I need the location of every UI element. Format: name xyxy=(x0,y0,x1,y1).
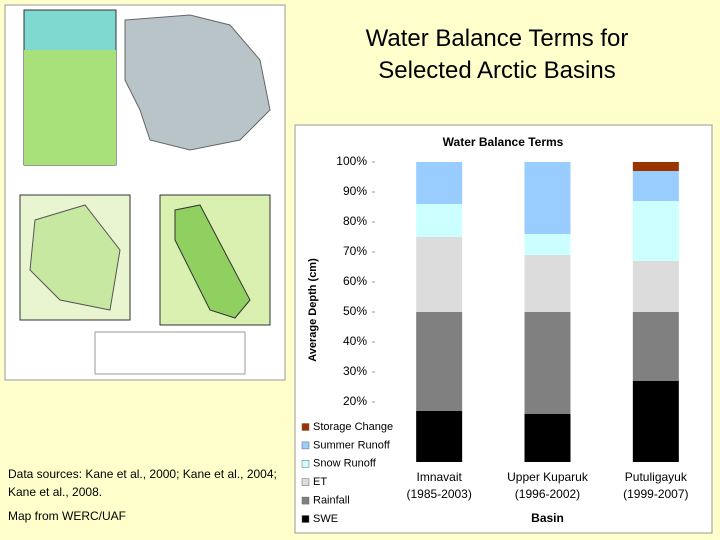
text-line: Water Balance Terms for xyxy=(366,25,629,52)
credit: Map from WERC/UAF xyxy=(8,509,126,523)
legend-swatch xyxy=(301,441,310,450)
map-watershed xyxy=(29,204,121,311)
bar-segment xyxy=(524,255,571,312)
x-tick-label: Putuligayuk xyxy=(625,470,688,484)
map-legend xyxy=(94,331,246,375)
legend-label: Storage Change xyxy=(313,421,393,433)
y-tick-label: 60% xyxy=(343,274,367,288)
x-axis-label: Basin xyxy=(531,511,564,525)
bar-segment xyxy=(632,171,679,201)
legend-label: ET xyxy=(313,476,327,488)
legend-label: Snow Runoff xyxy=(313,458,377,470)
map-alaska xyxy=(124,14,271,151)
bar-segment xyxy=(416,312,463,411)
bar-segment xyxy=(632,381,679,462)
legend-swatch xyxy=(301,496,310,505)
y-axis-label: Average Depth (cm) xyxy=(307,258,319,362)
bar-segment xyxy=(524,414,571,462)
legend-box xyxy=(297,416,389,531)
y-tick-label: 80% xyxy=(343,214,367,228)
x-period-label: (1985-2003) xyxy=(406,487,471,501)
bar-segment xyxy=(632,162,679,171)
text-line: Data sources: Kane et al., 2000; Kane et… xyxy=(8,467,277,481)
map-watershed xyxy=(174,204,251,319)
legend-swatch xyxy=(301,423,310,431)
bar-segment xyxy=(632,261,679,312)
legend-swatch xyxy=(301,460,310,468)
sources: Data sources: Kane et al., 2000; Kane et… xyxy=(8,467,277,499)
legend-label: Rainfall xyxy=(313,495,350,507)
y-tick-label: 70% xyxy=(343,244,367,258)
bar-segment xyxy=(416,162,463,204)
chart: 20% 30% 40% 50% 60% 70% 80% 90% 100% Average Dept… xyxy=(297,154,689,531)
y-tick-label: 50% xyxy=(343,304,367,318)
y-tick-label: 90% xyxy=(343,184,367,198)
text-line: Kane et al., 2008. xyxy=(8,485,102,499)
chart-title: Water Balance Terms xyxy=(443,135,564,149)
y-tick-label: 30% xyxy=(343,364,367,378)
legend-label: Summer Runoff xyxy=(313,439,391,451)
x-tick-label: Upper Kuparuk xyxy=(507,470,589,484)
x-period-label: (1999-2007) xyxy=(623,487,688,501)
bar-segment xyxy=(416,204,463,237)
legend-swatch xyxy=(301,478,310,486)
bar-segment xyxy=(632,312,679,381)
y-tick-label: 20% xyxy=(343,394,367,408)
map-land xyxy=(24,50,116,165)
x-tick-label: Imnavait xyxy=(416,470,462,484)
bar-segment xyxy=(524,312,571,414)
map xyxy=(4,4,286,381)
legend-label: SWE xyxy=(313,513,338,525)
y-tick-label: 40% xyxy=(343,334,367,348)
y-tick-label: 100% xyxy=(336,154,367,168)
bar-segment xyxy=(524,234,571,255)
slide-title: Water Balance Terms for Selected Arctic B… xyxy=(366,25,629,84)
bar-segment xyxy=(416,411,463,462)
legend-swatch xyxy=(301,515,310,523)
text-line: Selected Arctic Basins xyxy=(378,57,615,84)
x-period-label: (1996-2002) xyxy=(515,487,580,501)
bar-segment xyxy=(524,162,571,234)
bar-segment xyxy=(632,201,679,261)
bar-segment xyxy=(416,237,463,312)
